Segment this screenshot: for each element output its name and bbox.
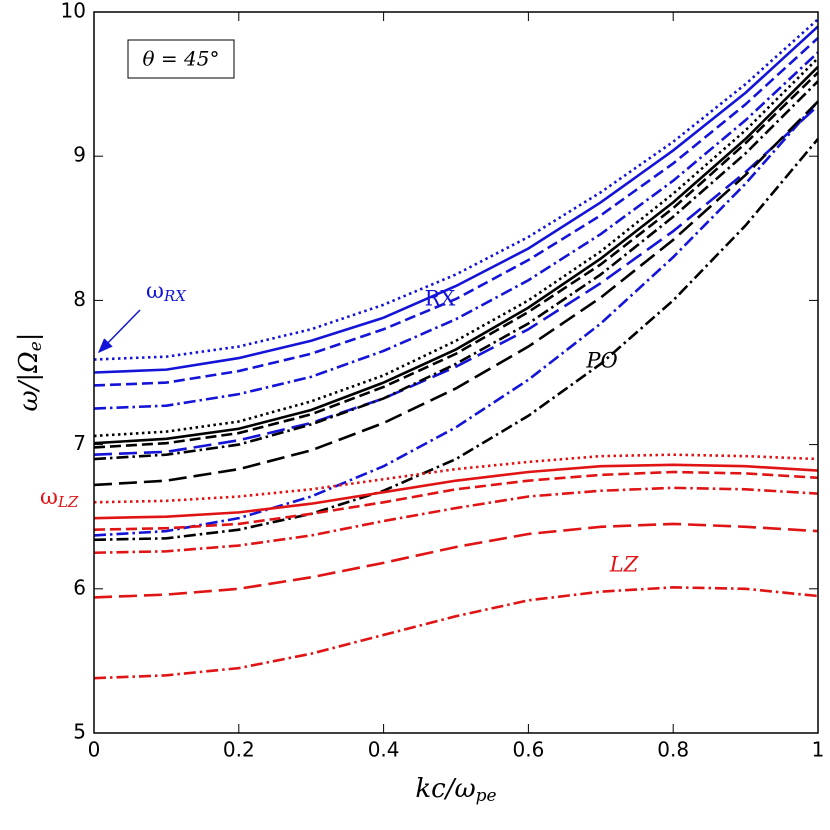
annotation: RX — [425, 287, 456, 311]
plot-lines — [93, 18, 819, 680]
x-tick-label: 0.2 — [223, 738, 255, 762]
data-line — [93, 36, 819, 387]
annotation: ωLZ — [40, 485, 79, 511]
x-label-main: kc/ω — [415, 774, 475, 804]
annotation: LZ — [609, 553, 639, 577]
x-axis-label: kc/ωpe — [415, 774, 496, 806]
y-tick-label: 8 — [73, 287, 86, 311]
data-line — [93, 80, 819, 461]
data-line — [93, 522, 819, 599]
annotation-main: ω — [146, 279, 164, 304]
y-axis-label: ω/|Ωe| — [14, 332, 46, 411]
annotation-arrow — [97, 309, 141, 354]
data-line — [93, 586, 819, 680]
y-label-main: ω/|Ω — [14, 351, 44, 411]
x-tick-label: 0.6 — [512, 738, 544, 762]
y-tick-label: 9 — [73, 143, 86, 167]
annotation-main: ω — [40, 485, 58, 510]
data-line — [93, 470, 819, 531]
data-line — [93, 100, 819, 487]
y-label-sub: e — [26, 341, 46, 351]
annotation-sub: RX — [163, 287, 187, 305]
plot-frame — [93, 11, 819, 734]
y-tick-label: 6 — [73, 575, 86, 599]
x-tick-label: 1 — [812, 738, 825, 762]
data-line — [93, 453, 819, 504]
x-tick-label: 0.8 — [657, 738, 689, 762]
data-line — [93, 25, 819, 374]
data-line — [93, 100, 819, 537]
data-line — [93, 486, 819, 555]
y-tick-label: 7 — [73, 431, 86, 455]
data-line — [93, 104, 819, 456]
data-line — [93, 65, 819, 445]
y-tick-label: 10 — [61, 0, 86, 23]
annotation: ωRX — [146, 279, 187, 305]
x-tick-label: 0 — [88, 738, 101, 762]
x-tick-label: 0.4 — [368, 738, 400, 762]
annotation-sub: LZ — [57, 493, 79, 511]
y-label-end: | — [14, 332, 44, 341]
annotation: θ = 45° — [143, 47, 220, 71]
x-label-sub: pe — [476, 786, 497, 806]
data-line — [93, 18, 819, 361]
annotation-box — [127, 39, 235, 79]
data-line — [93, 51, 819, 410]
data-line — [93, 57, 819, 438]
y-tick-label: 5 — [73, 720, 86, 744]
data-line — [93, 71, 819, 449]
annotation: PO — [585, 349, 617, 373]
data-line — [93, 138, 819, 542]
data-line — [93, 463, 819, 520]
